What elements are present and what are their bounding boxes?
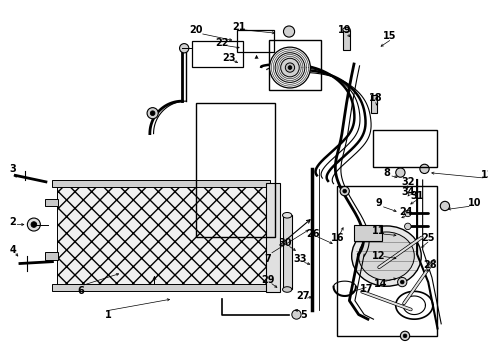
- Circle shape: [395, 168, 404, 177]
- Text: 19: 19: [337, 25, 351, 35]
- Circle shape: [285, 63, 294, 72]
- Circle shape: [179, 44, 188, 53]
- Circle shape: [287, 66, 291, 69]
- Text: 23: 23: [222, 53, 235, 63]
- Text: 25: 25: [421, 233, 434, 243]
- Circle shape: [150, 111, 155, 116]
- Text: 29: 29: [261, 275, 274, 285]
- Circle shape: [397, 278, 406, 287]
- Text: 10: 10: [467, 198, 480, 208]
- Text: 9: 9: [375, 198, 382, 208]
- Text: 24: 24: [398, 207, 412, 217]
- Text: 21: 21: [232, 22, 245, 32]
- Text: 16: 16: [330, 233, 344, 243]
- Text: 33: 33: [293, 254, 306, 264]
- Text: 5: 5: [300, 310, 306, 320]
- Circle shape: [402, 334, 406, 338]
- Bar: [57, 185, 265, 287]
- Circle shape: [31, 222, 37, 227]
- Text: 18: 18: [368, 93, 381, 103]
- Bar: [52, 180, 270, 188]
- Bar: [370, 95, 376, 113]
- Text: 31: 31: [409, 191, 423, 201]
- Text: 27: 27: [296, 291, 309, 301]
- Circle shape: [400, 280, 403, 284]
- Bar: [237, 30, 274, 52]
- Ellipse shape: [351, 226, 420, 286]
- Bar: [52, 284, 270, 291]
- Text: 14: 14: [373, 279, 387, 289]
- Bar: [195, 103, 274, 237]
- Bar: [372, 130, 436, 167]
- Text: 12: 12: [371, 251, 385, 261]
- Text: 20: 20: [189, 25, 203, 35]
- Circle shape: [342, 189, 346, 193]
- Circle shape: [403, 351, 411, 358]
- Circle shape: [404, 223, 410, 230]
- Text: 22: 22: [215, 38, 228, 48]
- Bar: [342, 30, 349, 50]
- Circle shape: [27, 218, 41, 231]
- Circle shape: [275, 53, 304, 82]
- Ellipse shape: [358, 232, 413, 280]
- Text: 1: 1: [104, 310, 111, 320]
- Circle shape: [269, 47, 310, 88]
- Text: 30: 30: [278, 238, 291, 248]
- Circle shape: [283, 26, 294, 37]
- Circle shape: [147, 108, 158, 119]
- Text: 32: 32: [400, 177, 414, 187]
- Circle shape: [439, 201, 448, 211]
- Ellipse shape: [342, 27, 349, 32]
- Bar: [336, 186, 436, 336]
- Circle shape: [291, 310, 301, 319]
- Circle shape: [280, 58, 299, 77]
- Bar: [268, 40, 321, 90]
- Text: 15: 15: [382, 31, 395, 41]
- Text: 3: 3: [9, 164, 16, 174]
- Bar: [353, 225, 381, 241]
- Text: 6: 6: [77, 286, 83, 296]
- Text: 34: 34: [400, 187, 414, 197]
- Circle shape: [339, 186, 348, 196]
- Text: 28: 28: [423, 260, 436, 270]
- Text: 26: 26: [306, 229, 319, 239]
- Ellipse shape: [282, 287, 291, 292]
- Bar: [45, 199, 58, 206]
- Bar: [265, 183, 279, 292]
- Bar: [45, 252, 58, 260]
- Text: 13: 13: [480, 170, 488, 180]
- Text: 2: 2: [9, 217, 16, 227]
- Text: 4: 4: [9, 244, 16, 255]
- Circle shape: [404, 210, 410, 217]
- Text: 11: 11: [371, 226, 385, 236]
- Circle shape: [419, 164, 428, 174]
- Bar: [191, 41, 242, 67]
- Circle shape: [400, 331, 409, 341]
- Ellipse shape: [282, 212, 291, 218]
- Text: 8: 8: [382, 167, 389, 177]
- Bar: [282, 215, 291, 289]
- Text: 17: 17: [360, 284, 373, 294]
- Text: 7: 7: [264, 254, 270, 264]
